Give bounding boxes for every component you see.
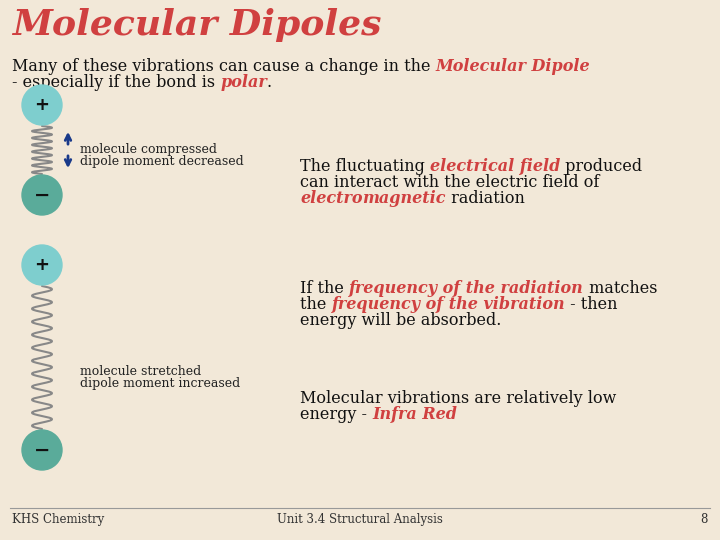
Text: frequency of the radiation: frequency of the radiation [349, 280, 584, 297]
Text: energy will be absorbed.: energy will be absorbed. [300, 312, 501, 329]
Text: Molecular vibrations are relatively low: Molecular vibrations are relatively low [300, 390, 616, 407]
Text: 8: 8 [701, 513, 708, 526]
Text: polar: polar [220, 74, 267, 91]
Text: produced: produced [560, 158, 642, 175]
Text: If the: If the [300, 280, 349, 297]
Text: frequency of the vibration: frequency of the vibration [331, 296, 565, 313]
Circle shape [22, 85, 62, 125]
Text: KHS Chemistry: KHS Chemistry [12, 513, 104, 526]
Text: +: + [35, 96, 50, 114]
Text: radiation: radiation [446, 190, 525, 207]
Text: - especially if the bond is: - especially if the bond is [12, 74, 220, 91]
Text: Many of these vibrations can cause a change in the: Many of these vibrations can cause a cha… [12, 58, 436, 75]
Text: .: . [267, 74, 272, 91]
Text: dipole moment decreased: dipole moment decreased [80, 155, 244, 168]
Text: can interact with the electric field of: can interact with the electric field of [300, 174, 599, 191]
Text: the: the [300, 296, 331, 313]
Text: −: − [34, 186, 50, 205]
Text: Molecular Dipoles: Molecular Dipoles [12, 8, 382, 42]
Circle shape [22, 175, 62, 215]
Circle shape [22, 430, 62, 470]
Circle shape [22, 245, 62, 285]
Text: dipole moment increased: dipole moment increased [80, 377, 240, 390]
Text: molecule stretched: molecule stretched [80, 365, 202, 378]
Text: electro: electro [300, 190, 362, 207]
Text: The fluctuating: The fluctuating [300, 158, 430, 175]
Text: electrical field: electrical field [430, 158, 560, 175]
Text: Infra Red: Infra Red [372, 406, 457, 423]
Text: magnetic: magnetic [362, 190, 446, 207]
Text: +: + [35, 256, 50, 274]
Text: - then: - then [565, 296, 618, 313]
Text: −: − [34, 441, 50, 460]
Text: Unit 3.4 Structural Analysis: Unit 3.4 Structural Analysis [277, 513, 443, 526]
Text: energy -: energy - [300, 406, 372, 423]
Text: matches: matches [584, 280, 657, 297]
Text: molecule compressed: molecule compressed [80, 143, 217, 156]
Text: Molecular Dipole: Molecular Dipole [436, 58, 590, 75]
